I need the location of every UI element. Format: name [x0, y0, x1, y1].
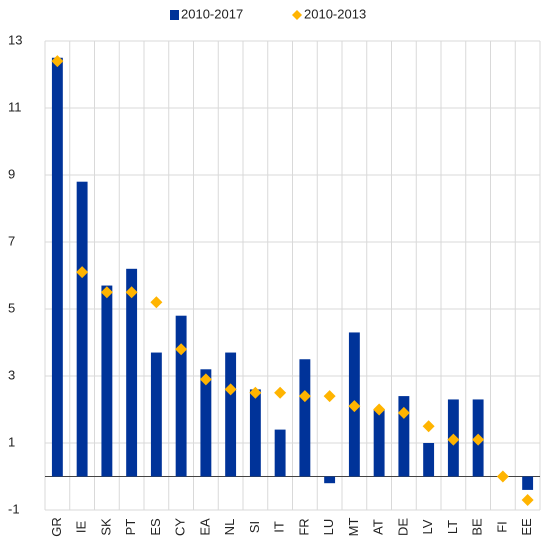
- diamond-marker: [100, 286, 113, 299]
- diamond-marker: [348, 400, 361, 413]
- y-tick-label: -1: [8, 501, 20, 516]
- y-tick-label: 3: [8, 367, 15, 382]
- diamond-marker: [249, 386, 262, 399]
- bar: [423, 443, 435, 477]
- diamond-marker: [175, 343, 188, 356]
- bar: [175, 315, 187, 477]
- y-tick-label: 13: [8, 32, 22, 47]
- bar: [200, 369, 212, 477]
- x-tick-label: LT: [445, 520, 460, 534]
- bar: [76, 181, 88, 477]
- bar: [324, 476, 336, 484]
- bar: [249, 389, 261, 477]
- diamond-marker: [150, 296, 163, 309]
- legend-label: 2010-2017: [181, 6, 243, 21]
- y-tick-label: 11: [8, 99, 22, 114]
- y-tick-label: 9: [8, 166, 15, 181]
- diamond-marker: [274, 386, 287, 399]
- diamond-marker: [199, 373, 212, 386]
- bar: [522, 476, 534, 490]
- bar: [150, 352, 162, 477]
- legend-symbol: [292, 10, 302, 20]
- x-tick-label: LU: [321, 519, 336, 536]
- x-tick-label: FI: [494, 521, 509, 533]
- x-tick-label: BE: [470, 518, 485, 536]
- bar: [373, 409, 385, 477]
- bar: [274, 429, 286, 477]
- x-tick-label: CY: [173, 518, 188, 536]
- diamond-marker: [224, 383, 237, 396]
- diamond-marker: [447, 433, 460, 446]
- diamond-marker: [422, 420, 435, 433]
- legend-symbol: [170, 10, 179, 20]
- bar: [398, 396, 410, 477]
- y-tick-label: 1: [8, 434, 15, 449]
- bar: [225, 352, 237, 477]
- diamond-marker: [373, 403, 386, 416]
- bar: [299, 359, 311, 477]
- x-tick-label: SI: [247, 521, 262, 533]
- diamond-marker: [298, 390, 311, 403]
- diamond-marker: [76, 266, 89, 279]
- diamond-marker: [472, 433, 485, 446]
- x-tick-label: EE: [519, 518, 534, 536]
- legend-label: 2010-2013: [304, 6, 366, 21]
- diamond-marker: [125, 286, 138, 299]
- bar: [51, 57, 63, 477]
- y-tick-label: 7: [8, 233, 15, 248]
- x-tick-label: PT: [123, 519, 138, 536]
- x-tick-label: FR: [296, 518, 311, 535]
- x-tick-label: MT: [346, 518, 361, 537]
- bar: [126, 268, 138, 477]
- bar: [101, 285, 113, 477]
- y-tick-label: 5: [8, 300, 15, 315]
- x-tick-label: DE: [395, 518, 410, 536]
- x-tick-label: AT: [371, 519, 386, 535]
- diamond-marker: [521, 493, 534, 506]
- diamond-marker: [51, 55, 64, 68]
- diamond-marker: [496, 470, 509, 483]
- x-tick-label: IT: [272, 521, 287, 533]
- x-tick-label: LV: [420, 519, 435, 534]
- diamond-marker: [323, 390, 336, 403]
- x-tick-label: IE: [74, 521, 89, 534]
- x-tick-label: EA: [197, 518, 212, 536]
- x-tick-label: ES: [148, 518, 163, 536]
- x-tick-label: GR: [49, 517, 64, 537]
- x-tick-label: SK: [98, 518, 113, 536]
- diamond-marker: [397, 406, 410, 419]
- x-tick-label: NL: [222, 519, 237, 536]
